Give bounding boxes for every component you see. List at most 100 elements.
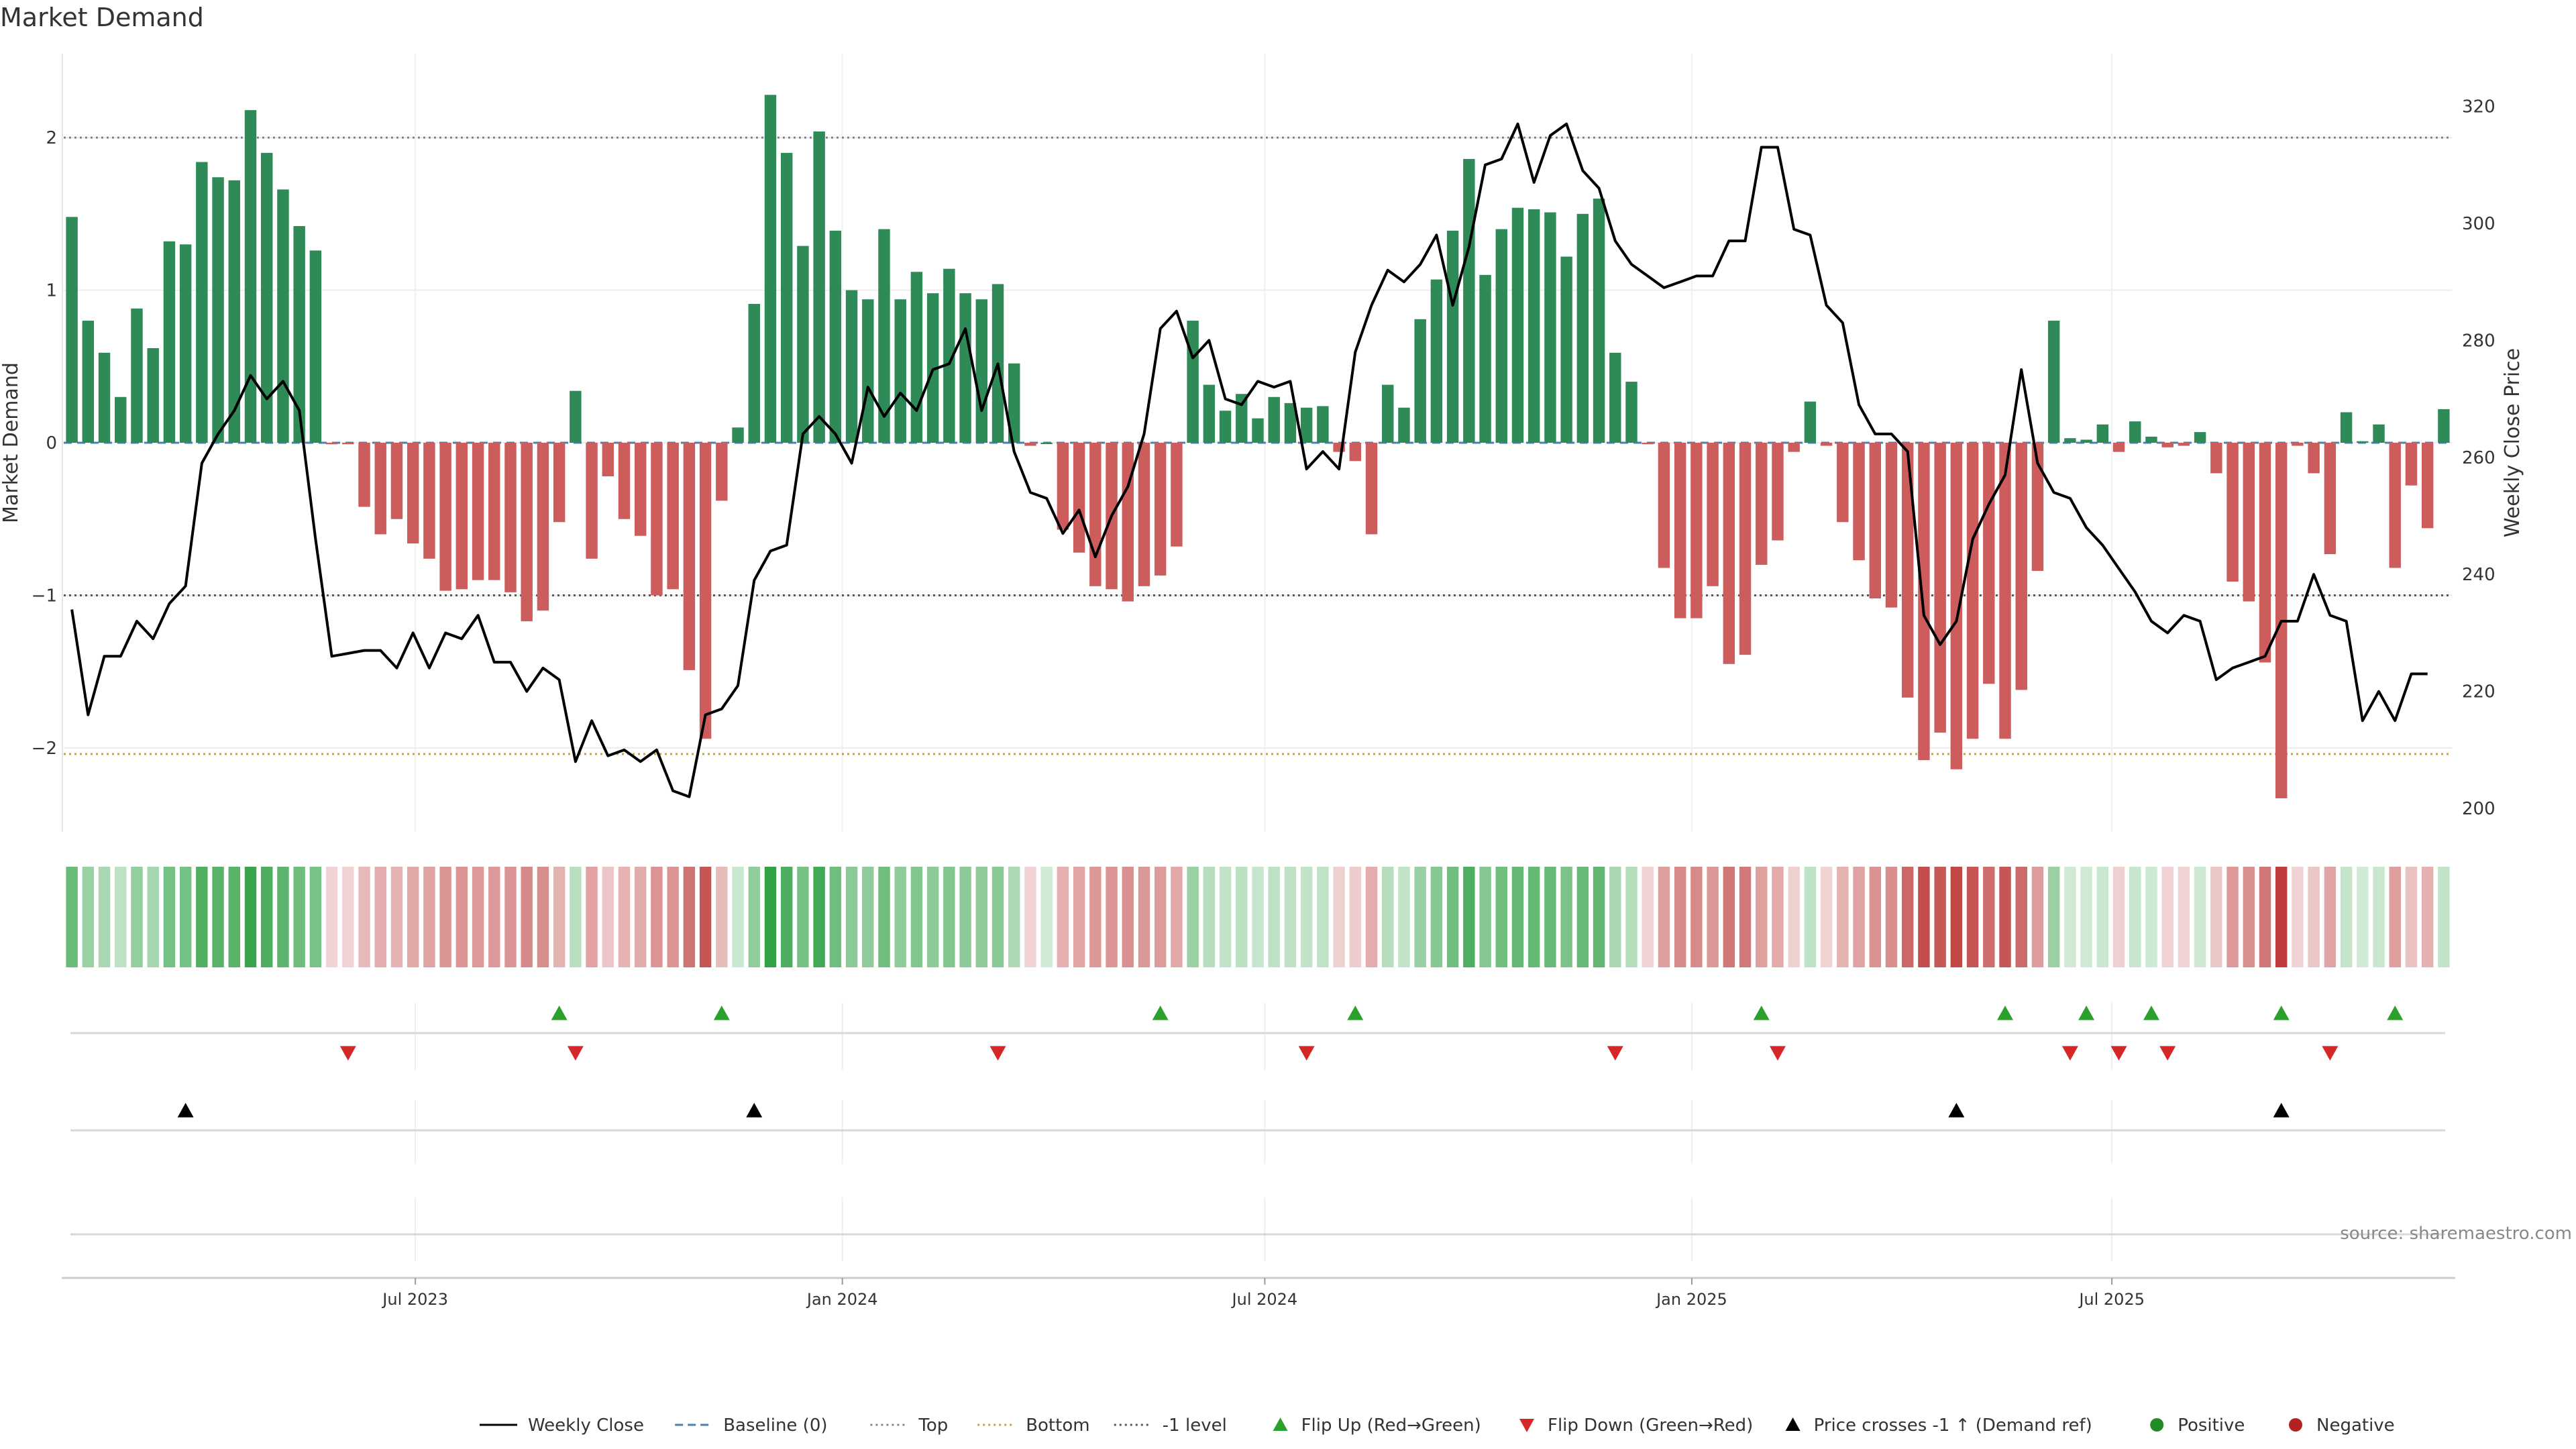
demand-bar [2438,409,2450,443]
demand-bar [1382,384,1394,443]
demand-bar [1999,443,2011,739]
flip-down-marker [2322,1046,2339,1061]
price-line-group [70,122,2428,798]
demand-bar [1804,401,1817,443]
demand-bar [1414,319,1426,443]
flip-up-marker [551,1006,568,1020]
demand-bar [1268,396,1280,443]
demand-bar [455,443,468,590]
demand-bar [1430,279,1443,443]
heat-cell [1138,867,1150,967]
demand-bar [1511,207,1524,443]
legend-label: Weekly Close [528,1415,644,1436]
flip-down-marker [567,1046,584,1061]
y2-tick-label: 200 [2462,799,2496,819]
demand-bar [975,299,988,443]
demand-bar [115,396,127,443]
heat-cell [1284,867,1297,967]
demand-bar [764,95,777,443]
heat-cell [1008,867,1020,967]
flip-up-marker [2078,1006,2095,1020]
heat-cell [66,867,78,967]
heat-cell [1414,867,1426,967]
heat-cell [1073,867,1085,967]
heat-cell [2129,867,2141,967]
demand-bar [1901,443,1914,698]
heat-cell [2031,867,2044,967]
heat-cell [570,867,582,967]
heat-cell [1625,867,1638,967]
legend-label: Top [918,1415,948,1436]
demand-bar [2015,443,2027,690]
heat-cell [1690,867,1703,967]
heat-cell [2340,867,2353,967]
demand-bar [2129,421,2141,443]
demand-bar [504,443,517,592]
heat-cell [1560,867,1572,967]
demand-bar [1885,443,1898,608]
demand-bar [602,443,614,477]
heat-cell [1853,867,1865,967]
demand-bar [894,299,906,443]
heat-cell [1739,867,1752,967]
demand-bar [196,162,208,443]
heat-cell [1024,867,1036,967]
x-tick-label: Jan 2024 [806,1290,878,1309]
demand-bar [1479,274,1491,443]
demand-bar [2292,443,2304,446]
demand-bar [1495,229,1507,443]
heat-cell [1983,867,1995,967]
demand-bar [1073,443,1085,553]
heat-cell [504,867,517,967]
demand-bar [1236,394,1248,443]
heat-cell [862,867,874,967]
heat-cell [2112,867,2125,967]
demand-bar [1983,443,1995,684]
signal-markers [70,1006,2445,1236]
heat-cell [1901,867,1914,967]
demand-bar [2064,438,2076,443]
x-tick-label: Jul 2024 [1231,1290,1298,1309]
heat-cell [212,867,224,967]
heat-cell [991,867,1004,967]
legend: Weekly Close Baseline (0) Top Bottom -1 leve… [480,1415,2395,1436]
demand-bar [683,443,696,670]
heat-cell [2210,867,2222,967]
heat-cell [2324,867,2337,967]
demand-bar [1463,158,1475,443]
heat-cell [1804,867,1817,967]
demand-bar [1138,443,1150,586]
heat-cell [1252,867,1264,967]
demand-bar [2096,424,2109,443]
heat-cell [1576,867,1589,967]
heat-cell [1707,867,1719,967]
heat-cell [1398,867,1410,967]
demand-bar [1040,443,1053,444]
y2-tick-label: 240 [2462,565,2496,585]
heat-cell [1300,867,1313,967]
demand-bar [2340,412,2353,443]
legend-label: -1 level [1163,1415,1227,1436]
y-axis-title: Market Demand [0,362,23,523]
heat-cell [1333,867,1345,967]
flip-up-marker [1152,1006,1169,1020]
demand-bar [1593,199,1605,443]
heat-cell [1187,867,1199,967]
demand-bar [407,443,419,544]
demand-bar [1609,352,1621,443]
demand-bar [813,131,825,443]
demand-bar [1642,443,1654,445]
demand-bar [910,272,923,443]
demand-bar [1788,443,1800,452]
heat-cell [1349,867,1362,967]
demand-bar [2389,443,2401,568]
demand-bar [1008,363,1020,443]
legend-flip-up-icon [1273,1417,1288,1431]
flip-down-marker [989,1046,1006,1061]
y2-tick-label: 280 [2462,331,2496,351]
heat-cell [147,867,159,967]
demand-bar [635,443,647,536]
heat-cell [910,867,923,967]
heat-cell [390,867,403,967]
demand-bar [1446,230,1459,443]
